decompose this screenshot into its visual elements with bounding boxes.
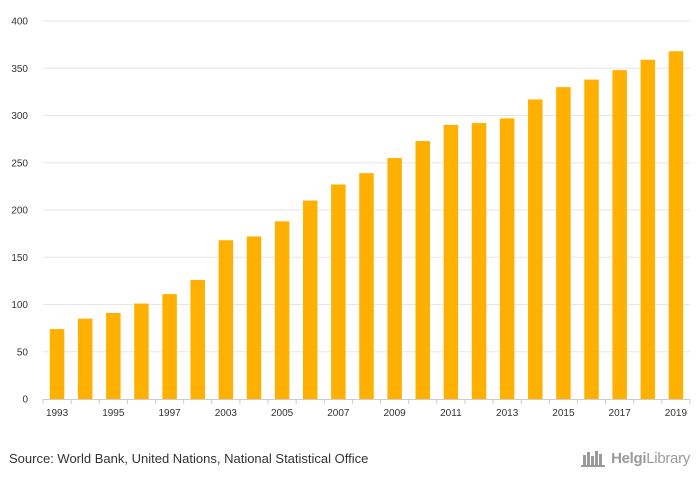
bar-2005 xyxy=(274,221,290,399)
bar-2004 xyxy=(246,236,262,399)
bar-2015 xyxy=(556,87,571,400)
bars xyxy=(49,51,684,400)
source-note: Source: World Bank, United Nations, Nati… xyxy=(9,451,369,466)
bar-2006 xyxy=(302,200,318,399)
bar-2017 xyxy=(612,70,627,399)
bar-1993 xyxy=(49,329,65,399)
y-tick-label: 350 xyxy=(11,64,28,75)
y-tick-label: 0 xyxy=(22,395,28,406)
bar-1997 xyxy=(162,294,177,399)
bar-2009 xyxy=(387,158,402,399)
y-tick-label: 250 xyxy=(11,158,28,169)
x-axis xyxy=(42,399,691,404)
x-tick-label: 2017 xyxy=(609,408,632,419)
brand-name: HelgiLibrary xyxy=(611,450,690,467)
x-axis-tick-labels: 1993 1995 1997 2003 2005 2007 2009 2011 2013 2015… xyxy=(46,408,688,419)
bar-2018 xyxy=(640,59,656,400)
bar-2011 xyxy=(443,124,459,399)
brand-name-light: Library xyxy=(646,449,690,467)
library-icon xyxy=(581,451,606,467)
bar-chart: 0 50 100 150 200 250 300 350 400 1993 1995 1997 200… xyxy=(11,17,691,419)
bar-2014 xyxy=(528,99,543,399)
x-tick-label: 2011 xyxy=(440,408,462,419)
x-tick-label: 2007 xyxy=(327,408,350,419)
y-tick-label: 200 xyxy=(11,206,28,217)
bar-1994 xyxy=(77,318,93,399)
y-tick-label: 300 xyxy=(11,111,28,122)
x-tick-label: 2019 xyxy=(665,408,688,419)
x-tick-label: 2015 xyxy=(552,408,575,419)
bar-2007 xyxy=(331,184,346,399)
bar-2008 xyxy=(359,173,374,399)
bar-2012 xyxy=(471,123,487,399)
bar-1996 xyxy=(134,303,149,399)
bar-2016 xyxy=(584,79,599,399)
brand-name-bold: Helgi xyxy=(611,449,647,467)
x-tick-label: 1993 xyxy=(46,408,69,419)
helgi-library-logo: HelgiLibrary xyxy=(581,449,690,467)
y-axis-tick-labels: 0 50 100 150 200 250 300 350 400 xyxy=(11,17,28,406)
x-tick-label: 1995 xyxy=(102,408,125,419)
x-tick-label: 2013 xyxy=(496,408,519,419)
bar-2003 xyxy=(218,240,234,399)
bar-2010 xyxy=(415,141,431,399)
y-tick-label: 100 xyxy=(11,300,28,311)
x-tick-label: 2005 xyxy=(271,408,294,419)
bar-1995 xyxy=(106,313,121,399)
y-tick-label: 150 xyxy=(11,253,28,264)
x-tick-label: 2003 xyxy=(215,408,238,419)
x-tick-label: 2009 xyxy=(384,408,407,419)
bar-2019 xyxy=(668,51,684,400)
bar-2013 xyxy=(499,118,515,400)
y-tick-label: 50 xyxy=(17,347,29,358)
y-tick-label: 400 xyxy=(11,17,28,28)
x-tick-label: 1997 xyxy=(158,408,181,419)
bar-1998 xyxy=(190,279,205,399)
